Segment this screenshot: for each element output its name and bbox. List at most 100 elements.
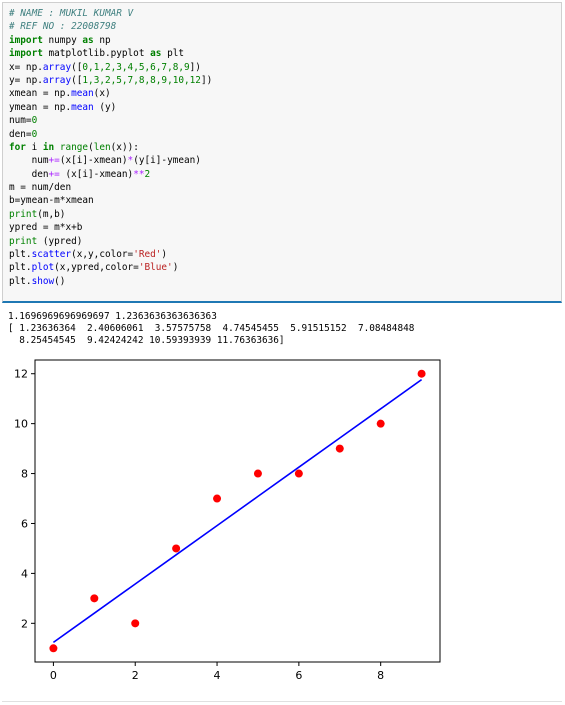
function-name: array — [42, 74, 72, 86]
number-literal: 1,3,2,5,7,8,8,9,10,12 — [82, 74, 201, 86]
operator: ** — [133, 168, 145, 180]
x-tick-label: 0 — [50, 669, 57, 682]
function-name: scatter — [31, 249, 72, 261]
scatter-point — [172, 544, 181, 553]
function-name: mean — [71, 101, 94, 113]
code-text: (y[i]-ymean) — [133, 155, 201, 167]
y-tick-label: 12 — [14, 368, 28, 381]
code-text: (x,y,color= — [71, 249, 134, 261]
code-text: matplotlib.pyplot — [42, 48, 151, 60]
code-line: xmean = np.mean(x) — [9, 87, 555, 100]
code-text: numpy — [42, 34, 83, 46]
code-text: plt. — [9, 249, 32, 261]
keyword: import — [9, 34, 43, 46]
code-line: num=0 — [9, 114, 555, 127]
comment: # NAME : MUKIL KUMAR V — [9, 8, 134, 19]
code-line: ypred = m*x+b — [9, 221, 555, 234]
scatter-point — [131, 619, 140, 628]
builtin-name: print — [9, 208, 38, 220]
y-tick-label: 8 — [21, 468, 28, 481]
code-text: (x[i]-xmean) — [59, 155, 128, 167]
string-literal: 'Red' — [133, 249, 162, 261]
keyword: for — [9, 141, 26, 153]
builtin-name: len — [93, 141, 111, 153]
code-text: den — [9, 168, 49, 180]
code-line: y= np.array([1,3,2,5,7,8,8,9,10,12]) — [9, 74, 555, 87]
code-text: y= np. — [9, 74, 43, 86]
code-line: num+=(x[i]-xmean)*(y[i]-ymean) — [9, 154, 555, 167]
code-line: import numpy as np — [9, 34, 555, 47]
code-text: m = num/den — [9, 182, 72, 194]
code-text: num — [9, 155, 49, 167]
scatter-point — [49, 644, 58, 653]
output-line: 1.1696969696969697 1.2363636363636363 — [8, 311, 217, 322]
code-text: ypred = m*x+b — [9, 222, 83, 234]
regression-line — [52, 378, 423, 644]
code-line: x= np.array([0,1,2,3,4,5,6,7,8,9]) — [9, 61, 555, 74]
code-text: xmean = np. — [9, 88, 72, 100]
code-text: ]) — [200, 74, 213, 86]
code-text: (y) — [93, 101, 117, 113]
code-text: i — [25, 141, 43, 153]
code-text: x= np. — [9, 61, 43, 73]
code-cell[interactable]: # NAME : MUKIL KUMAR V # REF NO : 220087… — [2, 2, 562, 303]
output-line: 8.25454545 9.42424242 10.59393939 11.763… — [8, 335, 285, 347]
builtin-name: print — [9, 235, 38, 247]
string-literal: 'Blue' — [138, 262, 173, 274]
operator: * — [127, 155, 134, 167]
code-line: print(m,b) — [9, 208, 555, 221]
number-literal: 0 — [31, 128, 38, 140]
code-line: import matplotlib.pyplot as plt — [9, 47, 555, 60]
code-text: ymean = np. — [9, 101, 72, 113]
number-literal: 2 — [144, 168, 151, 180]
code-line: b=ymean-m*xmean — [9, 194, 555, 207]
scatter-point — [376, 419, 385, 428]
code-line: # NAME : MUKIL KUMAR V — [9, 7, 555, 20]
scatter-point — [335, 444, 344, 453]
y-tick-label: 2 — [21, 617, 28, 630]
cell-output: 1.1696969696969697 1.2363636363636363 [ … — [8, 311, 558, 348]
keyword: as — [82, 34, 94, 46]
code-text: ([ — [71, 74, 83, 86]
code-text: np — [93, 34, 111, 46]
scatter-point — [90, 594, 99, 603]
function-name: show — [31, 275, 55, 287]
x-tick-label: 4 — [214, 669, 221, 682]
code-text: ) — [161, 249, 168, 261]
code-text: (x[i]-xmean) — [59, 168, 134, 180]
code-line: plt.plot(x,ypred,color='Blue') — [9, 261, 555, 274]
operator: += — [48, 168, 60, 180]
x-tick-label: 6 — [295, 669, 302, 682]
code-line: den+= (x[i]-xmean)**2 — [9, 168, 555, 181]
code-text: plt. — [9, 275, 32, 287]
scatter-line-chart: 0 2 4 6 8 2 4 6 8 10 12 — [14, 359, 441, 682]
number-literal: 0 — [31, 115, 38, 127]
code-text: ( — [88, 141, 94, 153]
code-text: b=ymean-m*xmean — [9, 195, 94, 207]
code-line: m = num/den — [9, 181, 555, 194]
code-line: print (ypred) — [9, 235, 555, 248]
code-text: (x) — [93, 88, 111, 100]
code-text: (ypred) — [37, 235, 83, 247]
code-text: num= — [9, 115, 32, 127]
output-line: [ 1.23636364 2.40606061 3.57575758 4.745… — [8, 323, 415, 335]
scatter-point — [213, 494, 222, 503]
code-text: ([ — [71, 61, 83, 73]
scatter-point — [417, 369, 426, 378]
code-text: () — [54, 275, 66, 287]
code-line: # REF NO : 22008798 — [9, 20, 555, 33]
function-name: plot — [31, 262, 55, 274]
keyword: as — [150, 48, 162, 60]
comment: # REF NO : 22008798 — [9, 21, 117, 33]
scatter-point — [294, 469, 303, 478]
code-text: den= — [9, 128, 32, 140]
code-line: plt.show() — [9, 275, 555, 288]
code-line: for i in range(len(x)): — [9, 141, 555, 154]
x-tick-label: 2 — [132, 669, 139, 682]
keyword: in — [42, 141, 55, 153]
code-text: plt. — [9, 262, 32, 274]
builtin-name: range — [59, 141, 89, 153]
code-text: ]) — [189, 61, 201, 73]
number-literal: 0,1,2,3,4,5,6,7,8,9 — [82, 61, 190, 73]
y-tick-label: 10 — [14, 418, 28, 431]
